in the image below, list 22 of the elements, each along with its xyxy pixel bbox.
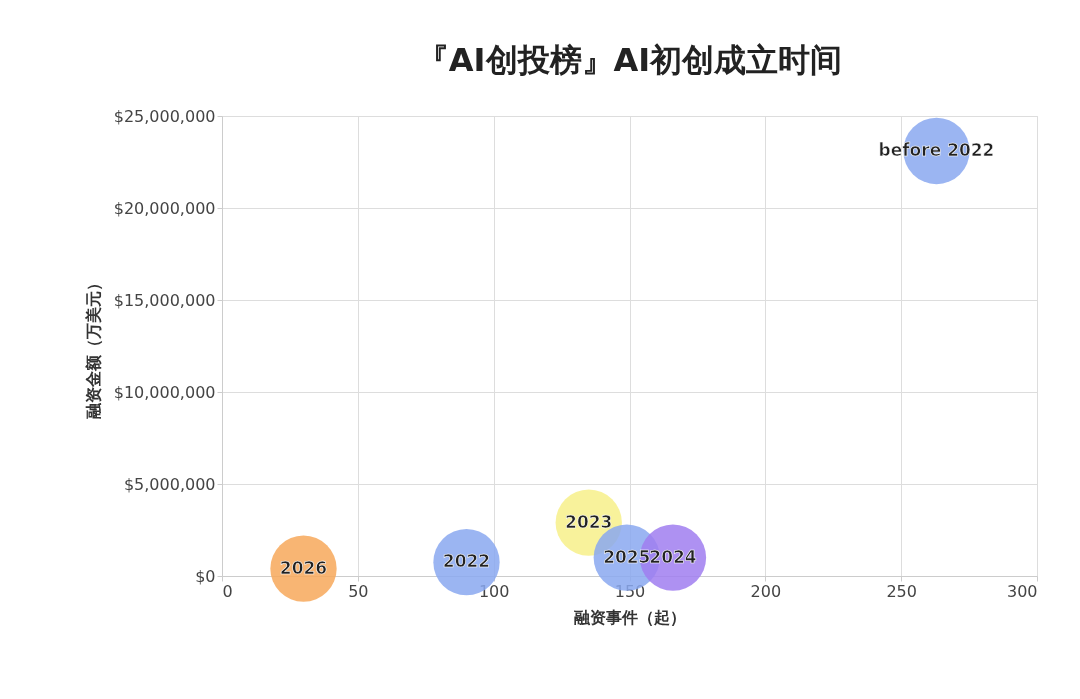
chart-title: 『AI创投榜』AI初创成立时间 [416, 41, 843, 79]
series-label: 2024 [649, 546, 697, 567]
y-tick-label: $0 [195, 566, 216, 586]
y-tick-label: $25,000,000 [113, 106, 216, 126]
x-axis-title: 融资事件（起） [574, 607, 686, 627]
y-tick-label: $20,000,000 [113, 198, 216, 218]
y-tick-label: $10,000,000 [113, 382, 216, 402]
y-tick-label: $15,000,000 [113, 290, 216, 310]
series-label: 2025 [603, 546, 651, 567]
series-label: before 2022 [878, 139, 995, 160]
x-tick-label: 250 [886, 581, 917, 601]
x-tick-label: 100 [478, 581, 510, 601]
x-tick-label: 300 [1006, 581, 1038, 601]
x-tick-label: 150 [614, 581, 646, 601]
x-tick-label: 200 [750, 581, 782, 601]
y-tick-label: $5,000,000 [123, 474, 216, 494]
x-tick-label: 50 [348, 581, 369, 601]
series-label: 2022 [442, 551, 491, 572]
series-label: 2026 [279, 557, 328, 578]
y-axis-title: 融资金额（万美元） [83, 274, 103, 419]
x-tick-label: 0 [222, 581, 233, 601]
series-label: 2023 [565, 511, 613, 532]
